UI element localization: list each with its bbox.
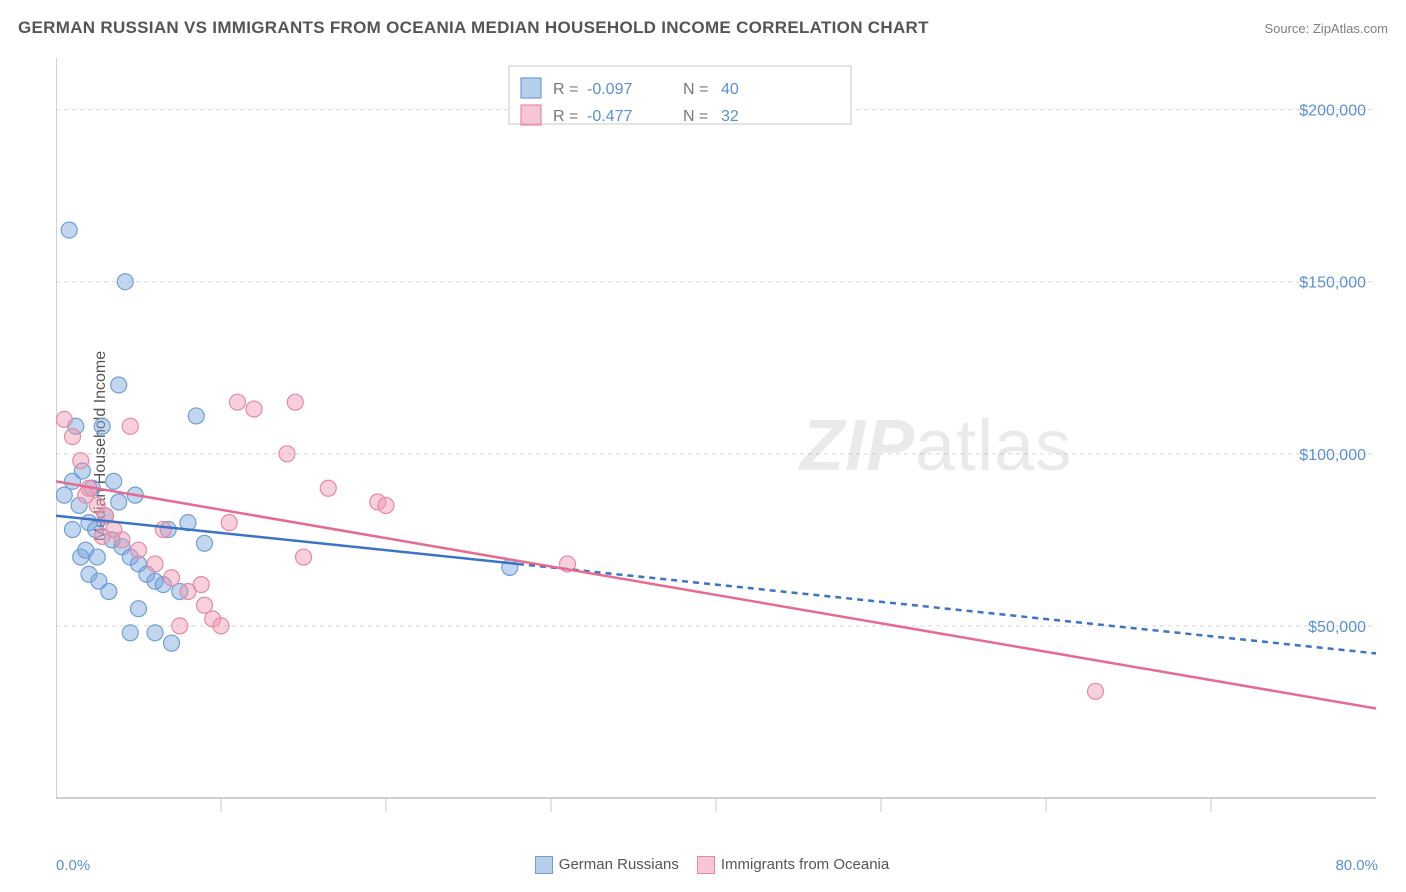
svg-text:R =: R = [553, 81, 578, 98]
legend-swatch [535, 856, 553, 874]
svg-text:40: 40 [721, 81, 739, 98]
legend-label: German Russians [559, 856, 679, 873]
chart-title: GERMAN RUSSIAN VS IMMIGRANTS FROM OCEANI… [18, 18, 929, 38]
svg-text:N =: N = [683, 81, 708, 98]
svg-text:-0.477: -0.477 [587, 108, 632, 125]
legend-swatch [697, 856, 715, 874]
chart-container: GERMAN RUSSIAN VS IMMIGRANTS FROM OCEANI… [0, 0, 1406, 892]
svg-text:$150,000: $150,000 [1299, 275, 1366, 292]
scatter-plot: $50,000 $100,000 $150,000 $200,000 R = -0.097… [56, 58, 1376, 826]
svg-text:32: 32 [721, 108, 739, 125]
bottom-legend: German Russians Immigrants from Oceania [0, 856, 1406, 874]
svg-text:R =: R = [553, 108, 578, 125]
legend-label: Immigrants from Oceania [721, 856, 889, 873]
svg-text:$200,000: $200,000 [1299, 103, 1366, 120]
source-attribution: Source: ZipAtlas.com [1264, 21, 1388, 36]
svg-text:-0.097: -0.097 [587, 81, 632, 98]
svg-text:$100,000: $100,000 [1299, 447, 1366, 464]
title-bar: GERMAN RUSSIAN VS IMMIGRANTS FROM OCEANI… [18, 18, 1388, 38]
svg-text:N =: N = [683, 108, 708, 125]
svg-text:$50,000: $50,000 [1308, 619, 1366, 636]
